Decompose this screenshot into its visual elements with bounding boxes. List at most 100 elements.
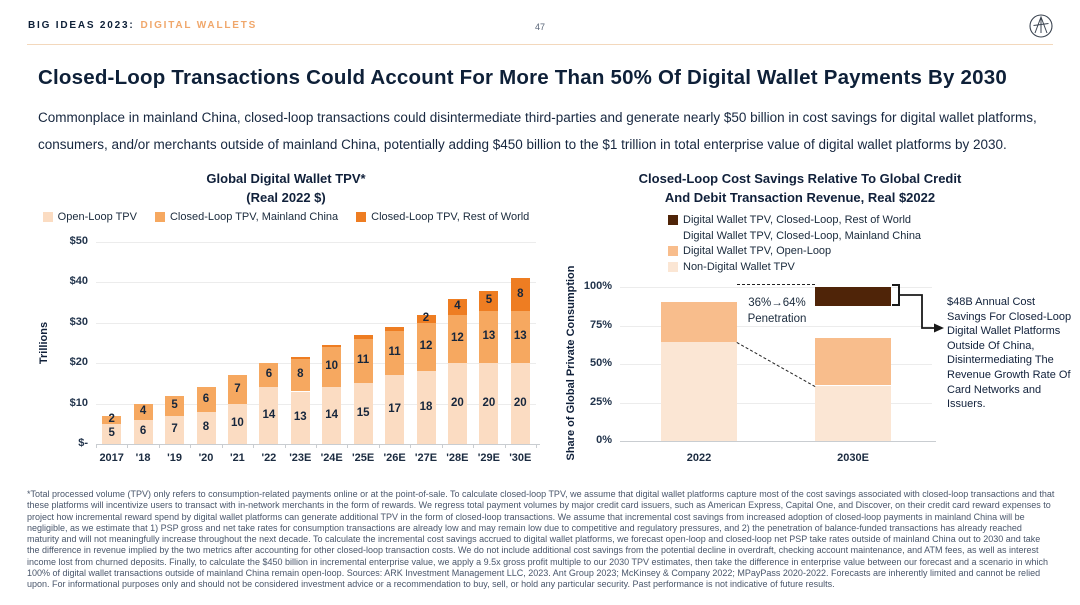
- bar-segment-china: [479, 310, 499, 364]
- bar-segment-label: 7: [234, 382, 241, 395]
- page-title: Closed-Loop Transactions Could Account F…: [38, 66, 1007, 89]
- bar-segment-label: 8: [297, 368, 304, 381]
- legend-item-dw-closed-row: Digital Wallet TPV, Closed-Loop, Rest of…: [668, 214, 921, 226]
- x-axis-label: '22: [261, 452, 277, 464]
- right-chart-title-line2: And Debit Transaction Revenue, Real $202…: [664, 190, 936, 205]
- x-axis-line: [96, 444, 540, 445]
- bar-segment-label: 10: [325, 360, 339, 373]
- bar-segment-label: 5: [108, 426, 115, 439]
- bar-segment-row: [447, 298, 467, 315]
- legend-label: Digital Wallet TPV, Open-Loop: [683, 245, 832, 257]
- bar-segment-label: 20: [513, 396, 527, 409]
- bar-segment-row_dark: [815, 287, 891, 306]
- y-tick-label: $30: [69, 315, 88, 328]
- bar-segment-label: 6: [139, 424, 147, 437]
- x-axis-label: '25E: [351, 452, 375, 464]
- bar-segment-china: [385, 330, 405, 376]
- gridline: [620, 402, 932, 404]
- bar-segment-china: [290, 359, 310, 392]
- left-chart-subtitle: (Real 2022 $): [246, 190, 326, 205]
- bar-segment-open_loop: [165, 415, 185, 444]
- x-axis-tick: [221, 444, 223, 448]
- ark-logo-icon: [1027, 12, 1055, 45]
- x-axis-label: '24E: [320, 452, 343, 464]
- x-axis-tick: [253, 444, 255, 448]
- bar-segment-china: [322, 347, 342, 388]
- bar-segment-open_loop: [353, 383, 373, 444]
- legend-item-dw-open: Digital Wallet TPV, Open-Loop: [668, 245, 921, 257]
- right-chart-plot-area: [620, 287, 932, 441]
- bar-segment-open_loop: [385, 375, 405, 444]
- bar-segment-label: 7: [171, 422, 178, 435]
- bar-segment-label: 13: [513, 329, 527, 342]
- bar-segment-china: [510, 310, 530, 364]
- right-chart-title-line1: Closed-Loop Cost Savings Relative To Glo…: [638, 171, 962, 186]
- x-axis-tick: [316, 444, 317, 448]
- legend-item-dw-closed-china: Digital Wallet TPV, Closed-Loop, Mainlan…: [668, 230, 921, 242]
- penetration-annotation: 36%→64% Penetration: [722, 295, 832, 327]
- left-chart-legend: Open-Loop TPV Closed-Loop TPV, Mainland …: [30, 211, 542, 223]
- bar-segment-label: 5: [485, 293, 493, 306]
- legend-item-closed-loop-row: Closed-Loop TPV, Rest of World: [356, 211, 529, 223]
- y-tick-label: $-: [78, 437, 88, 449]
- bar-segment-open_loop: [290, 391, 310, 444]
- bar-segment-label: 8: [202, 420, 210, 433]
- legend-label: Digital Wallet TPV, Closed-Loop, Rest of…: [683, 214, 912, 226]
- y-tick-label: 75%: [589, 318, 612, 331]
- y-tick-label: $20: [69, 356, 88, 369]
- bar-segment-open_loop: [102, 423, 122, 444]
- gridline: [96, 403, 536, 405]
- y-tick-label: 50%: [589, 357, 612, 369]
- legend-label: Open-Loop TPV: [57, 211, 137, 223]
- bar-segment-open_loop: [510, 363, 530, 444]
- bar-segment-open_loop: [447, 363, 467, 444]
- x-axis-tick: [441, 444, 443, 448]
- penetration-values: 36%→64%: [748, 297, 806, 309]
- y-tick-label: $10: [69, 396, 88, 409]
- x-axis-tick: [347, 444, 349, 448]
- bar-segment-china: [133, 403, 153, 420]
- bar-segment-label: 6: [202, 392, 210, 405]
- gridline: [96, 282, 536, 284]
- penetration-label: Penetration: [747, 313, 807, 325]
- x-axis-line: [620, 441, 936, 442]
- dashed-line-100pct: [737, 284, 815, 285]
- legend-swatch-icon: [154, 212, 165, 222]
- header-brand-text: BIG IDEAS 2023:: [28, 20, 135, 31]
- x-axis-label: '19: [167, 452, 183, 464]
- footnote: *Total processed volume (TPV) only refer…: [27, 489, 1055, 590]
- gridline: [620, 364, 932, 365]
- x-axis-label: '20: [198, 452, 214, 464]
- bar-segment-open_right: [815, 337, 891, 386]
- x-axis-tick: [473, 444, 475, 448]
- bar-segment-row: [385, 326, 405, 331]
- x-axis-label: '26E: [383, 452, 406, 464]
- bar-segment-china: [102, 415, 122, 424]
- x-axis-tick: [96, 444, 97, 448]
- header-section-text: DIGITAL WALLETS: [140, 20, 258, 31]
- bar-segment-china: [196, 387, 216, 412]
- bar-segment-label: 17: [388, 402, 401, 415]
- x-axis-tick: [410, 444, 412, 448]
- bar-segment-open_loop: [416, 371, 436, 444]
- bar-segment-label: 12: [419, 340, 433, 352]
- bar-segment-china: [227, 375, 247, 404]
- bar-segment-row: [353, 334, 373, 339]
- legend-label: Closed-Loop TPV, Rest of World: [371, 211, 530, 223]
- x-axis-label: '29E: [477, 452, 500, 464]
- legend-item-open-loop: Open-Loop TPV: [42, 211, 137, 223]
- bar-segment-open_loop: [479, 363, 499, 444]
- x-axis-tick: [504, 444, 506, 448]
- bar-segment-open_loop: [259, 387, 279, 444]
- bar-segment-non_digital: [815, 385, 891, 441]
- right-chart-legend: Digital Wallet TPV, Closed-Loop, Rest of…: [668, 214, 921, 273]
- bar-segment-label: 5: [171, 398, 178, 411]
- legend-swatch-icon: [668, 231, 678, 241]
- legend-label: Non-Digital Wallet TPV: [683, 260, 795, 273]
- bar-segment-label: 6: [265, 368, 273, 381]
- left-chart-plot-area: 5 2 6 4 7 5 8 6 10 7 14 6 13 8 14 10 15 11 17 11 18 12 2 20 12 4 2…: [96, 242, 536, 444]
- bar-segment-label: 4: [454, 299, 461, 312]
- legend-swatch-icon: [356, 212, 367, 222]
- bar-segment-open_loop: [322, 387, 342, 444]
